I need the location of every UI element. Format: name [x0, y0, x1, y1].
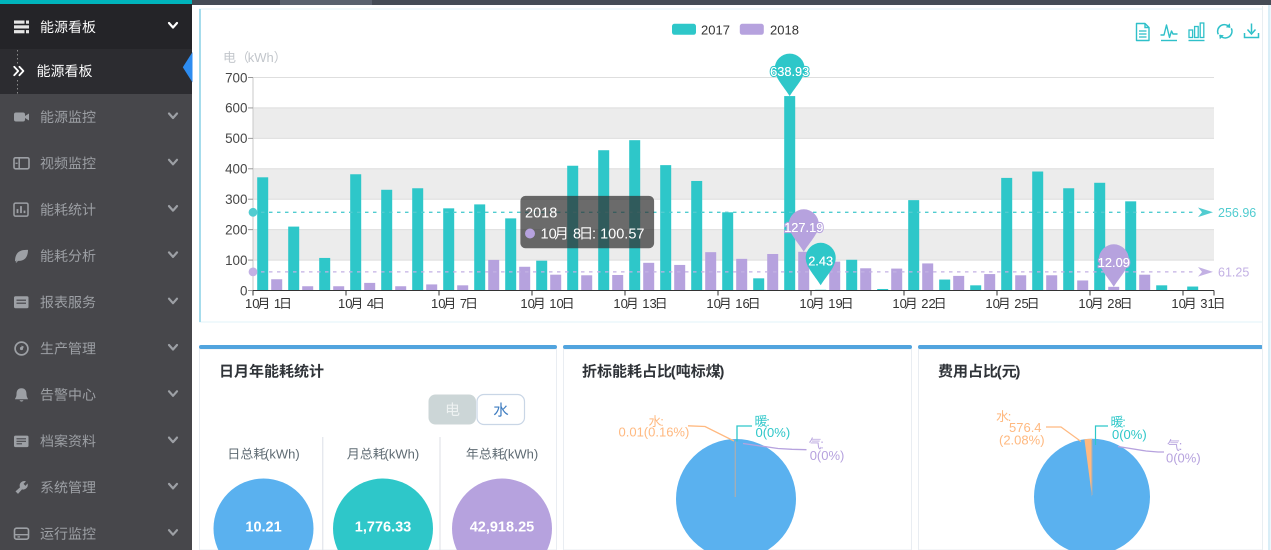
svg-text:500: 500 [225, 131, 247, 146]
svg-text:(kWh): (kWh) [265, 447, 300, 462]
svg-text:0.01(0.16%): 0.01(0.16%) [619, 425, 690, 440]
svg-text:1,776.33: 1,776.33 [355, 520, 411, 536]
svg-text:31: 31 [1200, 296, 1214, 311]
svg-text:200: 200 [225, 222, 247, 237]
svg-text:(kWh): (kWh) [385, 447, 420, 462]
svg-text:13: 13 [642, 296, 656, 311]
svg-text:(: ( [671, 364, 676, 381]
svg-text:2018: 2018 [525, 206, 557, 222]
svg-text:100.57: 100.57 [600, 227, 644, 243]
svg-text:100: 100 [225, 253, 247, 268]
svg-text:19: 19 [828, 296, 842, 311]
svg-text::: : [820, 436, 824, 451]
svg-text:): ) [719, 364, 724, 381]
svg-text:28: 28 [1107, 296, 1121, 311]
svg-text::: : [1179, 438, 1183, 453]
svg-text:600: 600 [225, 101, 247, 116]
svg-text:256.96: 256.96 [1218, 206, 1256, 220]
svg-text:12.09: 12.09 [1098, 255, 1130, 270]
svg-text:42,918.25: 42,918.25 [470, 520, 535, 536]
svg-text:2018: 2018 [770, 23, 799, 38]
svg-text:10: 10 [541, 227, 557, 243]
svg-text:25: 25 [1014, 296, 1028, 311]
svg-text:0(0%): 0(0%) [1112, 427, 1147, 442]
svg-text:10: 10 [706, 296, 720, 311]
svg-text:2.43: 2.43 [808, 253, 833, 268]
svg-text:(: ( [997, 364, 1002, 381]
svg-text:(kWh): (kWh) [504, 447, 539, 462]
svg-text:10: 10 [549, 296, 563, 311]
svg-text:22: 22 [921, 296, 935, 311]
svg-text:576.4: 576.4 [1009, 420, 1042, 435]
svg-text:61.25: 61.25 [1218, 265, 1249, 279]
svg-text:12.09: 12.09 [1098, 255, 1130, 270]
svg-text:2.43: 2.43 [808, 253, 833, 268]
svg-text::: : [660, 414, 664, 429]
svg-text:8: 8 [573, 227, 581, 243]
svg-text:(2.08%): (2.08%) [999, 433, 1045, 448]
svg-text:10: 10 [1078, 296, 1092, 311]
svg-text:0: 0 [240, 283, 247, 298]
svg-text:16: 16 [735, 296, 749, 311]
svg-text:10: 10 [799, 296, 813, 311]
svg-text:1: 1 [274, 296, 281, 311]
svg-text:7: 7 [460, 296, 467, 311]
svg-text:638.93: 638.93 [770, 64, 809, 79]
svg-text:): ) [1015, 364, 1020, 381]
svg-text:400: 400 [225, 162, 247, 177]
svg-text:10: 10 [613, 296, 627, 311]
svg-text:10: 10 [431, 296, 445, 311]
svg-text:300: 300 [225, 192, 247, 207]
svg-text:10: 10 [338, 296, 352, 311]
svg-text:0(0%): 0(0%) [756, 425, 791, 440]
svg-text:0(0%): 0(0%) [1166, 451, 1201, 466]
svg-text::: : [1008, 409, 1012, 424]
svg-text::: : [592, 227, 596, 243]
svg-text:127.19: 127.19 [784, 220, 823, 235]
svg-text:638.93: 638.93 [770, 64, 809, 79]
svg-text:10: 10 [1171, 296, 1185, 311]
svg-text:0(0%): 0(0%) [810, 448, 845, 463]
svg-text:4: 4 [367, 296, 374, 311]
svg-text:10: 10 [892, 296, 906, 311]
svg-text:2017: 2017 [701, 23, 730, 38]
svg-text:10: 10 [520, 296, 534, 311]
svg-text:10.21: 10.21 [245, 520, 281, 536]
svg-text:10: 10 [245, 296, 259, 311]
svg-text:10: 10 [985, 296, 999, 311]
svg-text::: : [766, 414, 770, 429]
svg-text:kWh: kWh [248, 50, 274, 65]
svg-text:127.19: 127.19 [784, 220, 823, 235]
svg-text:700: 700 [225, 70, 247, 85]
svg-text::: : [1122, 415, 1126, 430]
